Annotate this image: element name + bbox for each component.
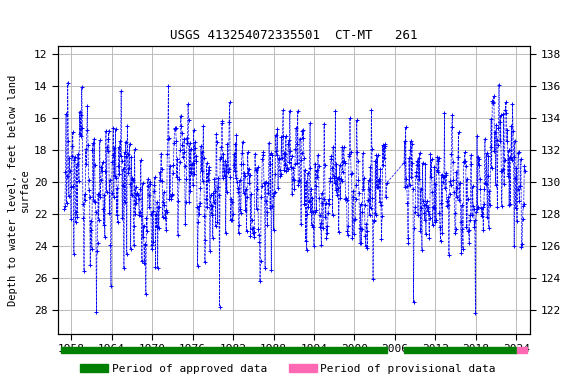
Bar — [61, 347, 387, 353]
Y-axis label: Depth to water level, feet below land
surface: Depth to water level, feet below land su… — [8, 74, 29, 306]
Legend: Period of approved data, Period of provisional data: Period of approved data, Period of provi… — [76, 359, 500, 379]
Bar — [517, 347, 526, 353]
Bar — [404, 347, 517, 353]
Y-axis label: Groundwater level above NGVD 1929, feet: Groundwater level above NGVD 1929, feet — [574, 68, 576, 312]
Title: USGS 413254072335501  CT-MT   261: USGS 413254072335501 CT-MT 261 — [170, 29, 418, 42]
